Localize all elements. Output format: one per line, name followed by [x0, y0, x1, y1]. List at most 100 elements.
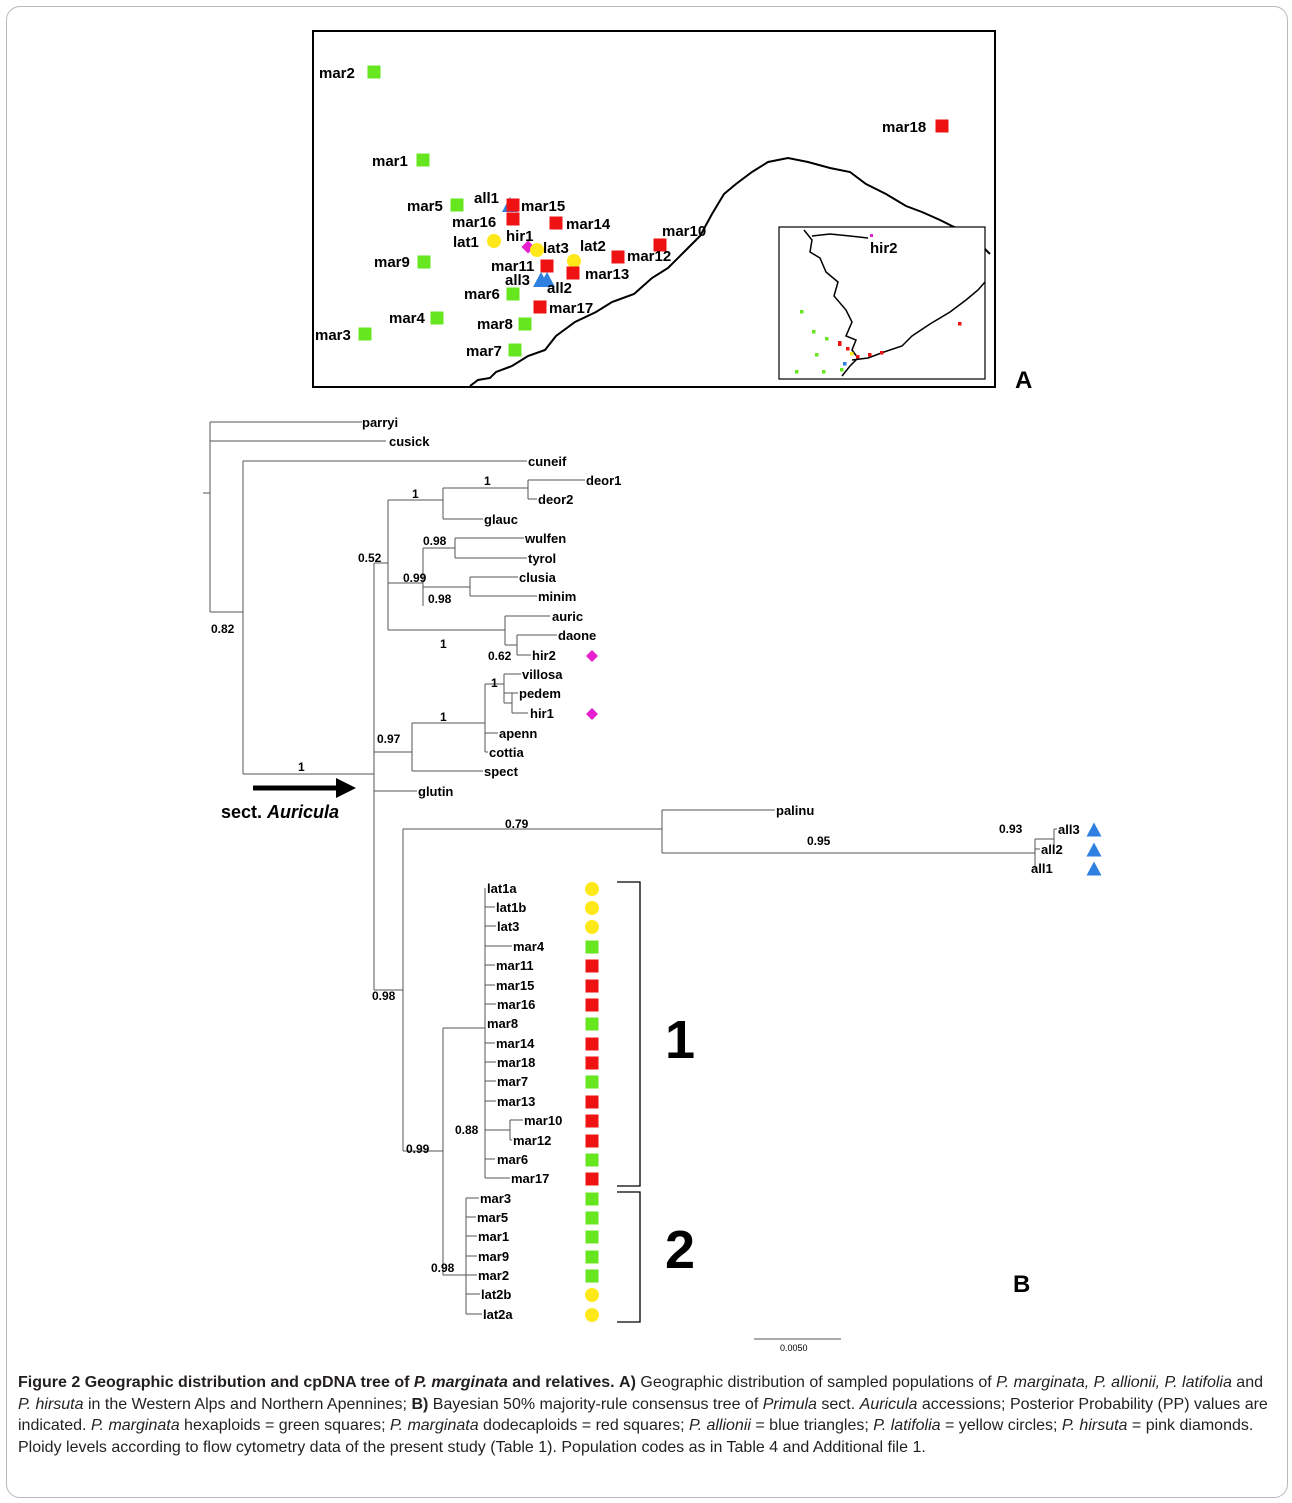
tree-tip-label: lat1a: [487, 881, 517, 896]
map-site-label: mar17: [549, 300, 593, 317]
support-value: 0.62: [488, 649, 512, 663]
figure-caption: Figure 2 Geographic distribution and cpD…: [18, 1374, 1268, 1456]
map-site-marker: [487, 234, 501, 248]
clade-2-bracket: [617, 1191, 641, 1323]
tree-tip-marker: [585, 1134, 599, 1148]
tree-tip-marker: [585, 1153, 599, 1167]
map-site-label: lat3: [543, 240, 569, 257]
tree-tip-label: clusia: [519, 570, 557, 585]
tree-tip-label: all3: [1058, 822, 1080, 837]
support-value: 0.99: [406, 1142, 430, 1156]
coastline: [469, 156, 991, 387]
support-value: 1: [412, 487, 419, 501]
map-site-marker: [430, 311, 444, 325]
map-site-marker: [530, 243, 544, 257]
inset-dot: [846, 347, 850, 351]
inset-label: hir2: [870, 240, 898, 257]
inset-dot: [843, 362, 847, 366]
tree-tip-label: palinu: [776, 803, 814, 818]
support-value: 1: [440, 637, 447, 651]
inset-dot: [840, 368, 844, 372]
map-site-label: mar10: [662, 223, 706, 240]
inset-dot: [868, 353, 872, 357]
tree-tip-marker: [585, 1056, 599, 1070]
tree-tip-label: wulfen: [524, 531, 566, 546]
tree-tip-marker: [585, 1250, 599, 1264]
tree-tip-label: pedem: [519, 686, 561, 701]
sect-auricula-label: sect. Auricula: [221, 802, 339, 822]
tree-tip-marker: [585, 1288, 599, 1302]
map-site-marker: [533, 300, 547, 314]
tree-tip-marker: [585, 1192, 599, 1206]
tree-tips: parryi cusick cuneif deor1 deor2 glauc wulfen t…: [362, 415, 1102, 1322]
map-site-marker: [611, 250, 625, 264]
support-value: 0.93: [999, 822, 1023, 836]
tree-tip-label: tyrol: [528, 551, 556, 566]
tree-tip-label: mar18: [497, 1055, 535, 1070]
support-value: 0.98: [431, 1261, 455, 1275]
tree-tip-label: hir2: [532, 648, 556, 663]
map-site-label: all3: [505, 272, 530, 289]
tree-tip-marker: [585, 920, 599, 934]
tree-tip-label: mar2: [478, 1268, 509, 1283]
map-site-label: mar15: [521, 198, 565, 215]
tree-support-values: 110.520.980.990.9810.620.8210.9710.790.9…: [211, 474, 1023, 1275]
map-site-marker: [416, 153, 430, 167]
map-site-marker: [417, 255, 431, 269]
map-site-label: mar6: [464, 286, 500, 303]
scale-bar-label: 0.0050: [780, 1343, 808, 1353]
map-site-label: hir1: [506, 228, 534, 245]
map-site-marker: [506, 212, 520, 226]
tree-tip-marker: [585, 1211, 599, 1225]
tree-tip-marker: [585, 1114, 599, 1128]
support-value: 1: [298, 760, 305, 774]
inset-dot: [850, 352, 854, 356]
support-value: 0.88: [455, 1123, 479, 1137]
map-site-label: mar12: [627, 248, 671, 265]
tree-tip-label: glauc: [484, 512, 518, 527]
tree-tip-marker: [585, 979, 599, 993]
panel-a-map: hir2 mar2 mar18 mar1 mar5 all1 mar15 mar16 mar1…: [312, 30, 1032, 394]
tree-tip-marker: [586, 708, 598, 720]
tree-tip-marker: [586, 650, 598, 662]
map-site-label: mar18: [882, 119, 926, 136]
map-site-label: all2: [547, 280, 572, 297]
tree-tip-label: mar15: [496, 978, 534, 993]
map-site-label: lat2: [580, 238, 606, 255]
tree-branches: [203, 421, 1057, 1315]
tree-tip-label: cusick: [389, 434, 430, 449]
map-site-label: mar4: [389, 310, 426, 327]
map-site-label: mar9: [374, 254, 410, 271]
support-value: 0.95: [807, 834, 831, 848]
inset-dot: [800, 310, 804, 314]
support-value: 0.99: [403, 571, 427, 585]
inset-dot: [856, 355, 860, 359]
tree-tip-label: mar14: [496, 1036, 535, 1051]
clade-1-label: 1: [665, 1010, 695, 1070]
support-value: 1: [484, 474, 491, 488]
tree-tip-marker: [585, 1075, 599, 1089]
tree-tip-marker: [1086, 822, 1102, 837]
support-value: 0.79: [505, 817, 529, 831]
tree-tip-marker: [585, 1308, 599, 1322]
support-value: 0.97: [377, 732, 401, 746]
tree-tip-marker: [585, 998, 599, 1012]
inset-dot: [815, 353, 819, 357]
tree-tip-label: all2: [1041, 842, 1063, 857]
map-frame: [312, 30, 996, 388]
tree-tip-label: cuneif: [528, 454, 567, 469]
tree-tip-label: lat3: [497, 919, 519, 934]
support-value: 0.98: [428, 592, 452, 606]
inset-dot: [838, 341, 842, 346]
tree-tip-label: mar10: [524, 1113, 562, 1128]
tree-tip-label: mar12: [513, 1133, 551, 1148]
caption-title: Geographic distribution and cpDNA tree o…: [84, 1374, 615, 1391]
map-site-label: mar1: [372, 153, 408, 170]
map-site-label: mar16: [452, 214, 496, 231]
tree-tip-marker: [585, 1230, 599, 1244]
tree-tip-marker: [585, 1095, 599, 1109]
tree-tip-label: deor1: [586, 473, 621, 488]
map-site-marker: [540, 259, 554, 273]
tree-tip-marker: [585, 1017, 599, 1031]
tree-tip-marker: [1086, 861, 1102, 876]
